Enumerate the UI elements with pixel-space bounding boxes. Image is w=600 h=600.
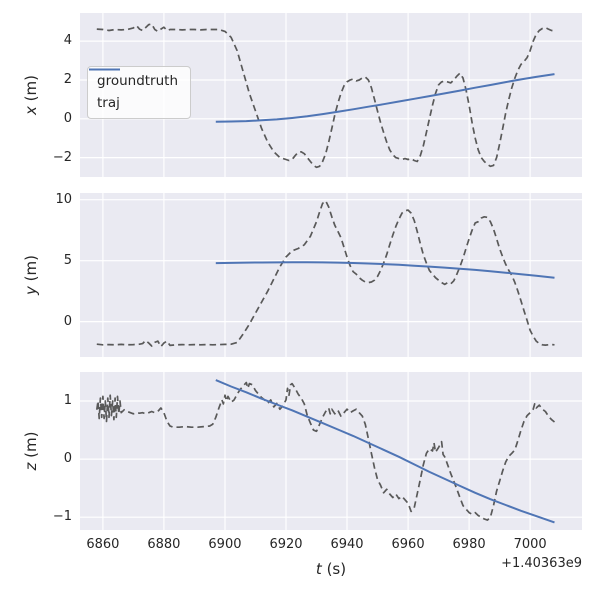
legend-line-sample-traj (89, 68, 120, 71)
y-tick-label: 2 (63, 71, 72, 87)
series-groundtruth-line (96, 23, 555, 169)
y-tick-label: 0 (63, 451, 72, 467)
y-tick-label: 4 (63, 33, 72, 49)
series-traj-line (215, 261, 555, 279)
x-tick-label: 6880 (147, 537, 181, 552)
x-tick-label: 7000 (513, 537, 547, 552)
x-tick-label: 6940 (330, 537, 364, 552)
x-tick-label: 6900 (208, 537, 242, 552)
y-tick-label: −1 (52, 509, 72, 525)
plot-area-z (80, 372, 582, 530)
series-groundtruth-line (95, 381, 556, 521)
y-tick-label: 0 (63, 313, 72, 329)
x-tick-label: 6980 (452, 537, 486, 552)
x-axis-label: t (s) (315, 560, 347, 578)
series-traj-line (215, 73, 555, 123)
subplot-z (80, 372, 582, 530)
legend-entry-groundtruth: groundtruth (89, 68, 179, 89)
x-tick-label: 6860 (86, 537, 120, 552)
series-groundtruth-line (96, 200, 555, 348)
legend-label-groundtruth: groundtruth (97, 73, 179, 89)
y-tick-label: 1 (63, 393, 72, 409)
legend-entry-traj: traj (89, 68, 178, 111)
x-tick-label: 6920 (269, 537, 303, 552)
x-tick-label: 6960 (391, 537, 425, 552)
legend-label-traj: traj (97, 95, 120, 111)
axis-offset-text: +1.40363e9 (501, 556, 582, 571)
y-tick-label: 5 (63, 252, 72, 268)
subplot-y (80, 193, 582, 357)
series-traj-line (215, 379, 555, 524)
y-tick-label: 10 (55, 191, 72, 207)
subplot-x: groundtruth traj (80, 13, 582, 177)
legend: groundtruth traj (87, 66, 192, 119)
plot-area-y (80, 193, 582, 357)
y-tick-label: 0 (63, 110, 72, 126)
y-tick-label: −2 (52, 149, 72, 165)
